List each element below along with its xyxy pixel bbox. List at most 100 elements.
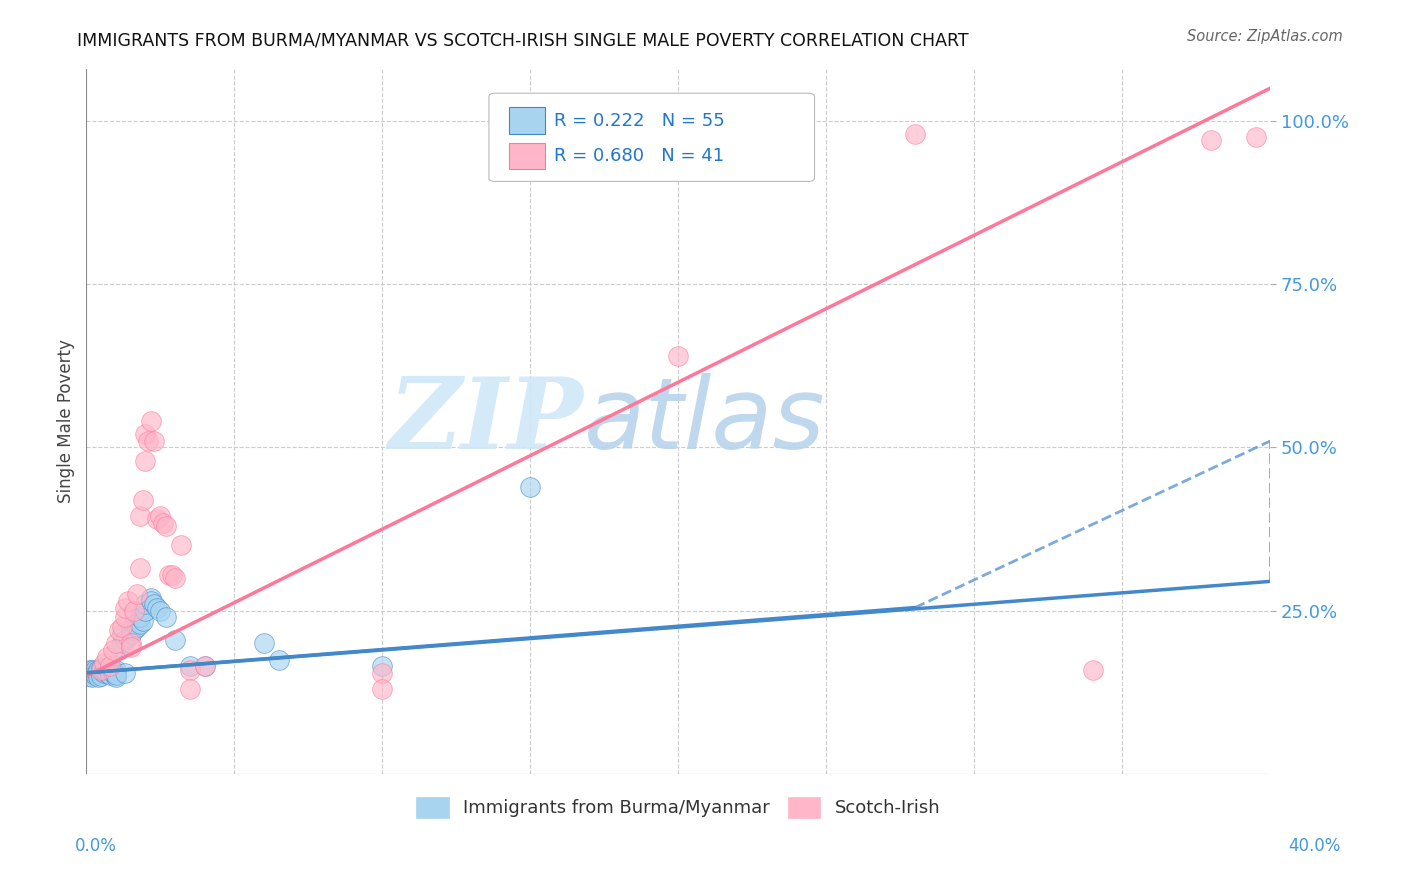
Legend: Immigrants from Burma/Myanmar, Scotch-Irish: Immigrants from Burma/Myanmar, Scotch-Ir…: [409, 789, 948, 825]
Point: [371, 665, 394, 680]
Point: [87, 663, 110, 677]
Point: [134, 453, 156, 467]
Point: [371, 659, 394, 673]
Point: [143, 597, 166, 611]
Point: [138, 434, 160, 448]
Point: [82, 663, 104, 677]
Point: [90, 661, 112, 675]
Point: [128, 616, 150, 631]
Point: [104, 663, 127, 677]
FancyBboxPatch shape: [509, 143, 544, 169]
Text: atlas: atlas: [583, 373, 825, 470]
Point: [114, 633, 136, 648]
Text: R = 0.222   N = 55: R = 0.222 N = 55: [554, 112, 724, 129]
Point: [87, 665, 110, 680]
Point: [84, 663, 107, 677]
Point: [143, 434, 166, 448]
Point: [179, 663, 201, 677]
Point: [96, 665, 118, 680]
Point: [117, 630, 139, 644]
Point: [114, 665, 136, 680]
Point: [117, 594, 139, 608]
Text: ZIP: ZIP: [388, 373, 583, 469]
Point: [1244, 130, 1267, 145]
Point: [160, 567, 183, 582]
Point: [93, 656, 115, 670]
Point: [111, 636, 134, 650]
Point: [77, 665, 100, 680]
Point: [87, 670, 110, 684]
Point: [114, 610, 136, 624]
Point: [253, 636, 276, 650]
Point: [111, 626, 134, 640]
Point: [134, 597, 156, 611]
Point: [131, 614, 153, 628]
Point: [120, 640, 142, 654]
Point: [125, 587, 148, 601]
Text: Source: ZipAtlas.com: Source: ZipAtlas.com: [1187, 29, 1343, 44]
Point: [194, 659, 217, 673]
Point: [90, 663, 112, 677]
Text: 40.0%: 40.0%: [1288, 837, 1341, 855]
Point: [101, 665, 124, 680]
Point: [179, 659, 201, 673]
Point: [120, 636, 142, 650]
Point: [101, 643, 124, 657]
Point: [125, 620, 148, 634]
Point: [170, 538, 193, 552]
Point: [131, 492, 153, 507]
Point: [1199, 133, 1222, 147]
Point: [93, 665, 115, 680]
Point: [82, 670, 104, 684]
Point: [96, 661, 118, 675]
Point: [134, 604, 156, 618]
Text: 0.0%: 0.0%: [75, 837, 117, 855]
Point: [108, 624, 131, 638]
Point: [904, 127, 927, 141]
Point: [98, 668, 121, 682]
Point: [194, 659, 217, 673]
Point: [149, 604, 172, 618]
Point: [165, 633, 187, 648]
Point: [134, 427, 156, 442]
Point: [77, 663, 100, 677]
Point: [155, 610, 177, 624]
Point: [108, 640, 131, 654]
Point: [84, 665, 107, 680]
Point: [101, 663, 124, 677]
Point: [93, 663, 115, 677]
Point: [165, 571, 187, 585]
Point: [114, 600, 136, 615]
Point: [90, 669, 112, 683]
Point: [104, 636, 127, 650]
Point: [98, 659, 121, 673]
Point: [519, 480, 541, 494]
Point: [267, 653, 290, 667]
Point: [120, 624, 142, 638]
Point: [128, 509, 150, 524]
Point: [77, 669, 100, 683]
Point: [104, 670, 127, 684]
Text: R = 0.680   N = 41: R = 0.680 N = 41: [554, 147, 724, 165]
Point: [122, 604, 145, 618]
Point: [179, 682, 201, 697]
Point: [111, 620, 134, 634]
Point: [128, 610, 150, 624]
Point: [155, 519, 177, 533]
Point: [666, 349, 689, 363]
Point: [141, 594, 163, 608]
Point: [157, 567, 180, 582]
Point: [98, 664, 121, 678]
Text: IMMIGRANTS FROM BURMA/MYANMAR VS SCOTCH-IRISH SINGLE MALE POVERTY CORRELATION CH: IMMIGRANTS FROM BURMA/MYANMAR VS SCOTCH-…: [77, 31, 969, 49]
Point: [96, 649, 118, 664]
Point: [371, 682, 394, 697]
Point: [122, 624, 145, 638]
Point: [149, 509, 172, 524]
Point: [146, 512, 169, 526]
Point: [90, 664, 112, 678]
Point: [82, 665, 104, 680]
Point: [120, 626, 142, 640]
Point: [104, 665, 127, 680]
Point: [141, 591, 163, 605]
Point: [128, 561, 150, 575]
